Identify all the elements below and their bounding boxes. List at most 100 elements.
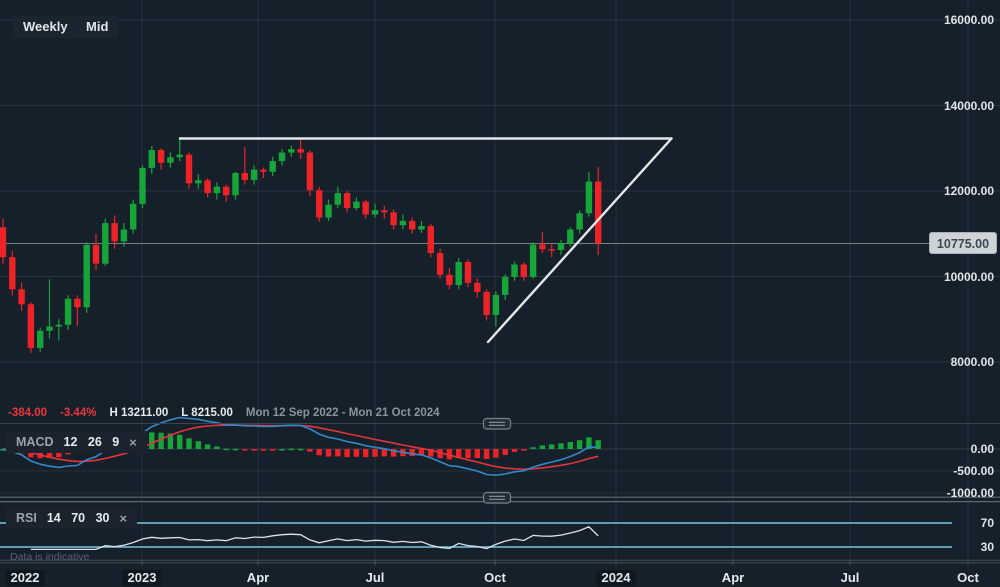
candle-body bbox=[297, 149, 304, 153]
candle-body bbox=[381, 210, 388, 213]
macd-histogram-bar bbox=[270, 449, 276, 451]
macd-close-icon[interactable]: × bbox=[129, 434, 137, 450]
stats-bar: -384.00 -3.44% H 13211.00 L 8215.00 Mon … bbox=[8, 407, 440, 419]
candle-body bbox=[111, 223, 118, 242]
candle-body bbox=[241, 173, 248, 180]
candle-body bbox=[548, 249, 555, 251]
candle-body bbox=[120, 229, 128, 242]
time-axis-label: 2024 bbox=[596, 570, 636, 586]
candle-body bbox=[195, 180, 202, 184]
macd-histogram-bar bbox=[232, 448, 239, 451]
current-price-label: 10775.00 bbox=[929, 232, 997, 254]
macd-params: 12 26 9 bbox=[63, 435, 120, 449]
candle-body bbox=[576, 213, 583, 230]
candle-body bbox=[557, 243, 565, 250]
axis-label: 10000.00 bbox=[943, 269, 994, 284]
candle-body bbox=[585, 181, 593, 214]
data-indicative-note: Data is indicative bbox=[10, 551, 90, 563]
time-axis-label: Apr bbox=[246, 570, 270, 585]
macd-histogram-bar bbox=[381, 449, 387, 457]
candle-body bbox=[278, 152, 286, 162]
candle-body bbox=[446, 274, 453, 286]
candle-body bbox=[260, 169, 267, 172]
time-axis-label: Jul bbox=[365, 570, 385, 585]
macd-histogram-bar bbox=[195, 441, 201, 449]
axis-label: 0.00 bbox=[970, 442, 994, 456]
candle-body bbox=[511, 264, 518, 277]
price-mode-button[interactable]: Mid bbox=[76, 16, 119, 38]
candle-body bbox=[362, 201, 369, 215]
axis-label: 70 bbox=[980, 516, 994, 530]
candle-body bbox=[353, 201, 360, 209]
axis-label: 16000.00 bbox=[943, 13, 994, 27]
macd-histogram-bar bbox=[558, 443, 564, 449]
candle-body bbox=[9, 257, 16, 290]
macd-histogram-bar bbox=[390, 449, 397, 457]
rsi-indicator-label: RSI 14 70 30 × bbox=[6, 507, 138, 529]
candle-body bbox=[418, 226, 425, 230]
candle-body bbox=[139, 167, 146, 204]
date-range: Mon 12 Sep 2022 - Mon 21 Oct 2024 bbox=[245, 407, 440, 419]
candle-body bbox=[520, 264, 527, 277]
candle-body bbox=[92, 244, 100, 264]
macd-histogram-bar bbox=[474, 449, 480, 459]
candle-body bbox=[213, 186, 221, 194]
candle-body bbox=[74, 298, 81, 308]
macd-histogram-bar bbox=[483, 449, 490, 459]
panel-resize-handle[interactable] bbox=[482, 491, 512, 504]
macd-histogram-bar bbox=[288, 448, 294, 451]
macd-histogram-bar bbox=[363, 449, 369, 458]
axis-label: 14000.00 bbox=[943, 98, 994, 113]
macd-histogram-bar bbox=[465, 449, 471, 459]
period-low: L 8215.00 bbox=[181, 407, 233, 419]
timeframe-button[interactable]: Weekly bbox=[13, 16, 78, 38]
candle-body bbox=[223, 186, 230, 196]
macd-histogram-bar bbox=[539, 445, 546, 449]
macd-histogram-bar bbox=[158, 432, 164, 449]
trendline-drawing[interactable] bbox=[486, 137, 673, 344]
candle-body bbox=[334, 193, 341, 205]
candle-body bbox=[539, 244, 546, 250]
time-axis-label: Apr bbox=[721, 570, 745, 585]
candle-body bbox=[157, 149, 165, 163]
candle-body bbox=[390, 212, 397, 226]
candle-body bbox=[371, 210, 379, 215]
macd-histogram-bar bbox=[37, 449, 43, 459]
candle-body bbox=[83, 244, 90, 308]
time-axis-label: Jul bbox=[840, 570, 860, 585]
candle-body bbox=[55, 324, 62, 327]
change-percent: -3.44% bbox=[60, 407, 97, 419]
macd-histogram-bar bbox=[502, 449, 508, 455]
candle-body bbox=[167, 157, 174, 163]
candle-body bbox=[492, 294, 500, 315]
candle-body bbox=[185, 154, 193, 184]
macd-histogram-bar bbox=[297, 448, 304, 451]
macd-histogram-bar bbox=[46, 449, 53, 458]
macd-histogram-bar bbox=[456, 449, 462, 459]
rsi-close-icon[interactable]: × bbox=[119, 510, 128, 526]
macd-histogram-bar bbox=[325, 449, 332, 457]
macd-histogram-bar bbox=[214, 446, 220, 449]
candle-body bbox=[436, 252, 444, 275]
macd-histogram-bar bbox=[418, 449, 425, 456]
macd-histogram-bar bbox=[446, 449, 453, 460]
candle-body bbox=[37, 330, 44, 348]
macd-histogram-bar bbox=[242, 449, 248, 451]
macd-histogram-bar bbox=[576, 440, 583, 449]
candle-body bbox=[232, 173, 239, 196]
candle-body bbox=[102, 223, 109, 264]
candle-body bbox=[595, 181, 602, 244]
panel-resize-handle[interactable] bbox=[482, 417, 512, 430]
time-axis-label: Oct bbox=[957, 570, 979, 585]
macd-histogram-bar bbox=[307, 449, 313, 452]
candle-body bbox=[204, 180, 211, 194]
macd-indicator-label: MACD 12 26 9 × bbox=[6, 431, 147, 453]
candle-body bbox=[288, 149, 295, 153]
candle-body bbox=[343, 193, 351, 209]
candle-body bbox=[316, 190, 323, 218]
candle-body bbox=[18, 289, 25, 305]
macd-histogram-bar bbox=[353, 449, 360, 457]
macd-histogram-bar bbox=[279, 448, 285, 451]
